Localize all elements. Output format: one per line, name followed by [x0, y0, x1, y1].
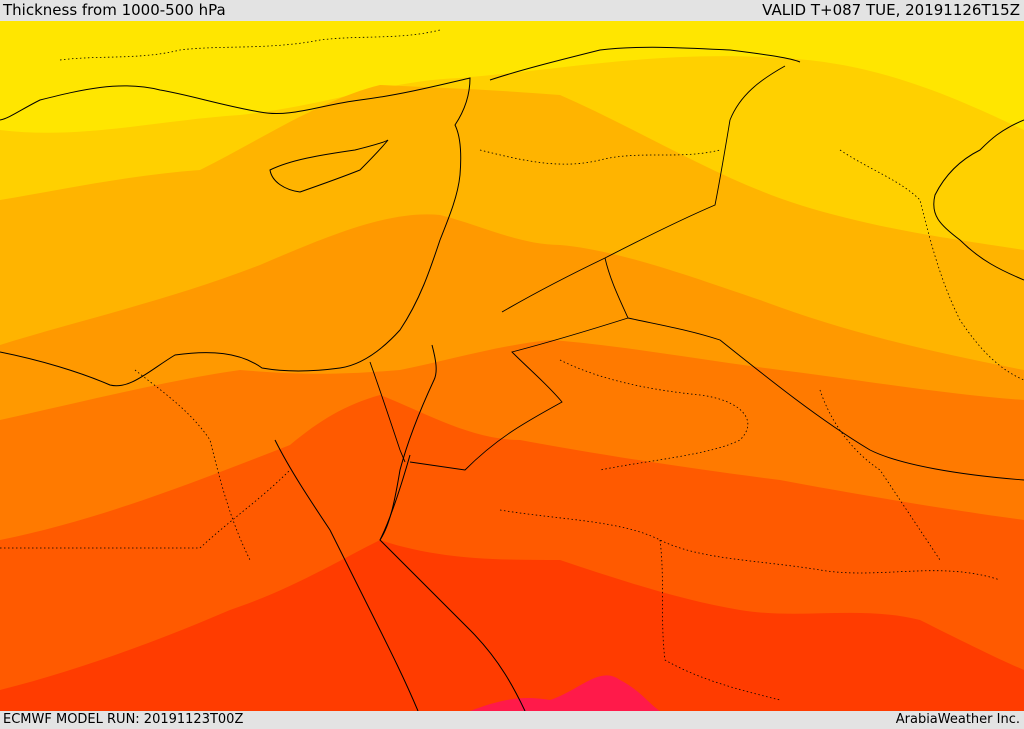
- map-canvas: [0, 21, 1024, 711]
- coastlines: [0, 46, 1024, 711]
- credit: ArabiaWeather Inc.: [895, 712, 1020, 727]
- province-line-6: [839, 149, 1024, 381]
- band-7: [0, 540, 1024, 711]
- country-borders: [369, 65, 1024, 481]
- red-sea-east-coast: [379, 454, 526, 711]
- valid-time: VALID T+087 TUE, 20191126T15Z: [762, 1, 1020, 19]
- cyprus: [269, 139, 389, 193]
- province-line-9: [819, 389, 941, 561]
- saudi-iraq-border: [627, 317, 1024, 481]
- jordan-iraq-saudi-border: [409, 257, 629, 471]
- mediterranean-coast: [0, 77, 471, 387]
- province-line-7: [59, 29, 441, 61]
- province-borders: [0, 29, 1024, 701]
- province-line-3: [559, 359, 749, 471]
- footer-bar: ECMWF MODEL RUN: 20191123T00Z ArabiaWeat…: [0, 711, 1024, 729]
- thickness-map: [0, 21, 1024, 711]
- province-line-8: [479, 149, 721, 165]
- province-line-4: [499, 509, 1001, 581]
- header-bar: Thickness from 1000-500 hPa VALID T+087 …: [0, 0, 1024, 21]
- egypt-israel-border: [369, 361, 406, 463]
- red-sea-west-coast: [274, 439, 419, 711]
- syria-iraq-border: [501, 65, 786, 313]
- caspian-and-turkey-coast: [489, 46, 801, 81]
- band-8: [470, 675, 660, 711]
- gulf-of-aqaba: [379, 344, 437, 541]
- province-line-1: [0, 469, 291, 549]
- province-line-5: [659, 539, 781, 701]
- persian-gulf-coast: [933, 119, 1024, 281]
- model-run: ECMWF MODEL RUN: 20191123T00Z: [3, 712, 244, 727]
- map-title: Thickness from 1000-500 hPa: [3, 1, 226, 19]
